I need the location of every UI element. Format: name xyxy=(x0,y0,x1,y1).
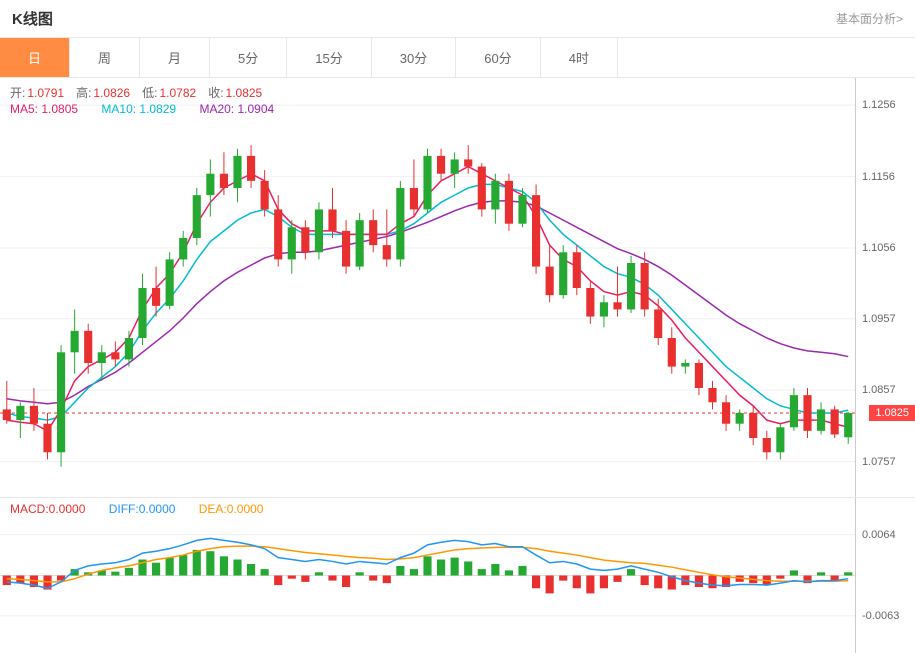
tab-4时[interactable]: 4时 xyxy=(541,38,618,77)
analysis-link[interactable]: 基本面分析> xyxy=(836,10,903,27)
price-y-axis: 1.07571.08571.09571.10561.11561.1256 xyxy=(855,78,915,497)
tab-日[interactable]: 日 xyxy=(0,38,70,77)
ma-info: MA5: 1.0805 MA10: 1.0829 MA20: 1.0904 xyxy=(10,102,294,116)
chart-title: K线图 xyxy=(12,8,53,29)
current-price-tag: 1.0825 xyxy=(869,405,915,421)
ohlc-info: 开:1.0791 高:1.0826 低:1.0782 收:1.0825 xyxy=(10,84,264,101)
tab-5分[interactable]: 5分 xyxy=(210,38,287,77)
macd-chart[interactable]: MACD:0.0000 DIFF:0.0000 DEA:0.0000 -0.00… xyxy=(0,498,915,653)
tab-60分[interactable]: 60分 xyxy=(456,38,540,77)
tab-周[interactable]: 周 xyxy=(70,38,140,77)
tab-15分[interactable]: 15分 xyxy=(287,38,371,77)
macd-info: MACD:0.0000 DIFF:0.0000 DEA:0.0000 xyxy=(10,502,283,516)
macd-y-axis: -0.00630.0064 xyxy=(855,498,915,653)
timeframe-tabs: 日周月5分15分30分60分4时 xyxy=(0,38,915,78)
tab-月[interactable]: 月 xyxy=(140,38,210,77)
tab-30分[interactable]: 30分 xyxy=(372,38,456,77)
candlestick-chart[interactable]: 开:1.0791 高:1.0826 低:1.0782 收:1.0825 MA5:… xyxy=(0,78,915,498)
